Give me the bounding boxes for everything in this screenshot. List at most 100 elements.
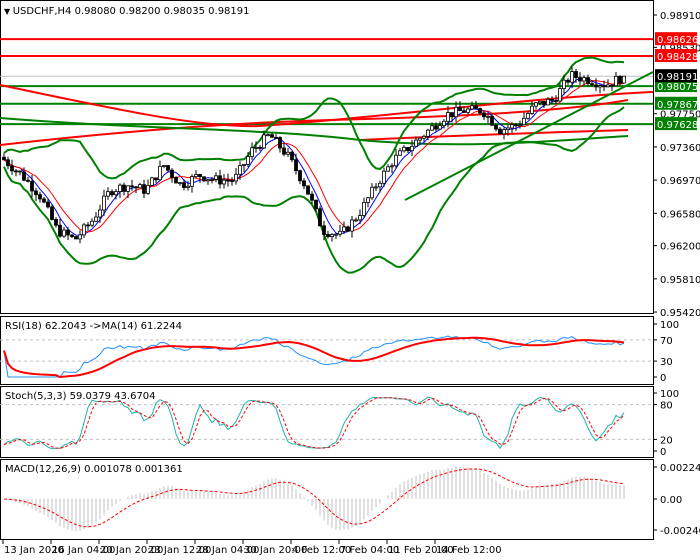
bollinger-upper [3,56,625,180]
ma-blue [3,77,625,236]
candle [98,209,102,218]
candle [102,195,106,211]
candle [234,173,238,182]
candle [198,174,202,178]
candle [78,234,82,240]
candle [86,224,90,227]
candle [298,170,302,182]
candle [302,180,306,187]
candle [138,184,142,189]
candle [122,184,126,192]
candle [614,75,618,87]
stoch-pane-frame [0,386,654,458]
moving-averages [3,77,625,236]
stoch-axis-label: 20 [660,435,673,446]
price-tick-label: 0.98910 [660,11,700,22]
candle [566,79,570,83]
candle [142,184,146,194]
candle [482,112,486,118]
candle [170,169,174,178]
candle [54,219,58,226]
candle [90,220,94,226]
candle [50,206,54,220]
candle [458,106,462,112]
candle [602,85,606,88]
candle [478,108,482,114]
candle [518,124,522,127]
candle [274,136,278,139]
time-tick-label: 28 Jan 04:00 [196,545,259,556]
support-level-tag [655,96,697,110]
candle [378,182,382,188]
candle [314,199,318,210]
candle [510,124,514,129]
candle [6,159,10,167]
candle [186,185,190,188]
candle [238,165,242,175]
candle [394,154,398,167]
candle [34,190,38,196]
rsi-title: RSI(18) 62.2043 ->MA(14) 61.2244 [5,321,182,332]
candle [470,105,474,110]
candle [402,146,406,152]
candle [318,208,322,227]
candle [554,100,558,102]
time-tick-label: 23 Jan 12:00 [148,545,211,556]
stoch-axis-label: 0 [660,447,666,458]
candle [370,186,374,199]
last-price-label: 0.98191 [657,72,698,83]
support-level-label: 0.98075 [657,82,698,93]
candle [514,124,518,127]
macd-axis-label: 0.00 [660,495,682,506]
candle [130,185,134,188]
time-tick-label: 7 Feb 04:00 [340,545,399,556]
candle [230,180,234,182]
candle [206,179,210,182]
resistance-level-tag [655,49,697,63]
candle [178,182,182,185]
candle [534,102,538,107]
support-level-label: 0.97628 [657,120,698,131]
candle [46,201,50,208]
price-tick-label: 0.96580 [660,209,700,220]
support-level-label: 0.97867 [657,100,698,111]
candle [310,193,314,201]
candle [362,202,366,216]
candle [414,139,418,147]
candle [194,174,198,177]
candle [426,129,430,137]
candle [250,147,254,157]
candle [450,112,454,118]
candle [442,120,446,126]
candle [282,147,286,155]
time-tick-label: 13 Jan 2020 [4,545,64,556]
candle [466,108,470,113]
candle [266,134,270,137]
macd-signal-line [3,468,625,528]
candle [622,75,626,84]
candle [70,234,74,238]
candle [26,179,30,182]
candle [418,137,422,141]
candle [38,194,42,200]
candle [2,156,6,161]
candle [538,100,542,104]
candle [490,115,494,126]
stoch-signal-line [3,397,625,449]
candle [346,226,350,232]
candle [58,224,62,237]
candle [422,135,426,139]
support-level-tag [655,117,697,131]
candle [474,105,478,109]
candle [342,226,346,232]
candle [574,71,578,78]
candle [358,215,362,221]
candle [258,147,262,149]
candle [610,84,614,87]
candle [562,79,566,89]
candle [218,175,222,185]
candle [286,151,290,155]
